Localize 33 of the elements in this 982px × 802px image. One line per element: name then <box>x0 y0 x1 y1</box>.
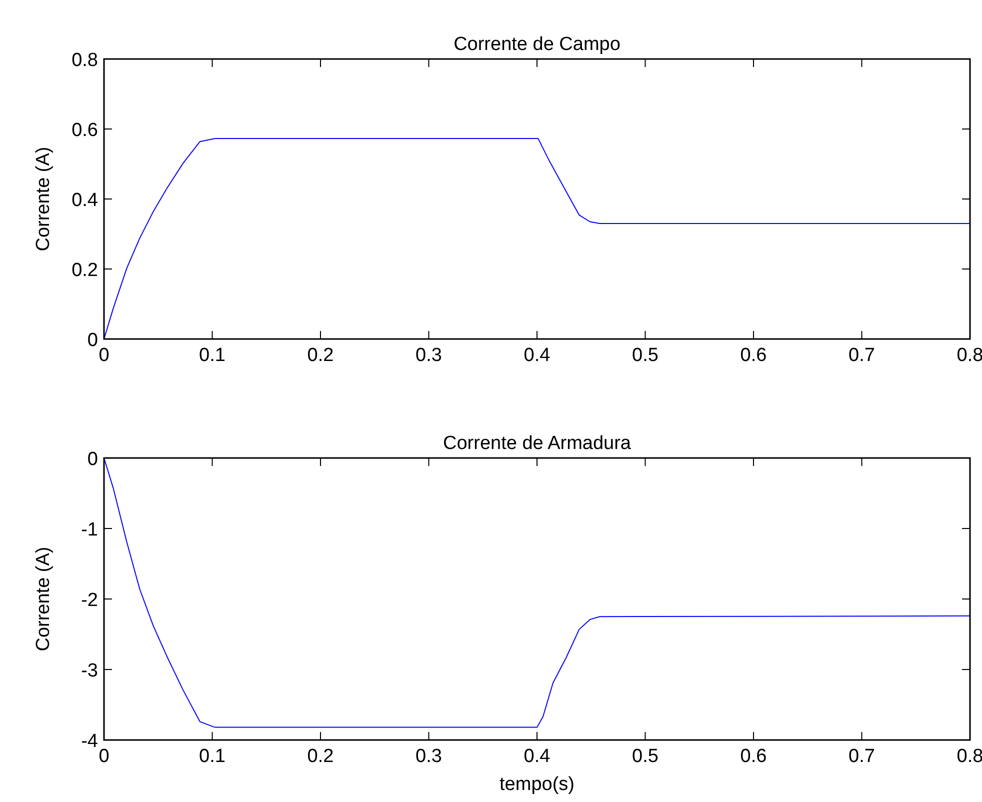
y-tick-label: 0 <box>87 330 98 351</box>
x-tick-label: 0.6 <box>740 345 767 366</box>
x-tick-label: 0.3 <box>416 345 442 366</box>
y-tick-label: -4 <box>81 731 98 752</box>
x-tick-label: 0.4 <box>524 345 551 366</box>
y-tick-label: 0.8 <box>72 50 98 71</box>
x-tick-label: 0.3 <box>416 746 442 767</box>
y-axis-title: Corrente (A) <box>33 546 54 652</box>
x-tick-label: 0.8 <box>956 345 982 366</box>
x-tick-label: 0.1 <box>199 345 226 366</box>
x-tick-label: 0.6 <box>740 746 767 767</box>
line-series <box>104 138 970 340</box>
y-tick-label: -2 <box>81 590 98 611</box>
y-tick-label: -3 <box>81 660 98 682</box>
chart-title: Corrente de Armadura <box>443 433 632 454</box>
y-tick-label: 0.2 <box>72 260 98 281</box>
line-series <box>104 458 970 728</box>
x-tick-label: 0.1 <box>199 746 226 767</box>
y-tick-label: 0 <box>87 449 98 470</box>
x-tick-label: 0.5 <box>632 345 658 366</box>
x-tick-label: 0.7 <box>848 746 875 767</box>
y-tick-label: -1 <box>81 520 98 540</box>
x-tick-label: 0.4 <box>524 746 551 767</box>
chart-title: Corrente de Campo <box>454 34 620 55</box>
y-axis-title: Corrente (A) <box>33 146 54 252</box>
x-tick-label: 0.2 <box>307 746 334 767</box>
x-axis-title: tempo(s) <box>500 774 574 795</box>
y-tick-label: 0.6 <box>72 120 98 141</box>
x-tick-label: 0.8 <box>956 746 982 767</box>
x-tick-label: 0.7 <box>848 345 875 366</box>
y-tick-label: 0.4 <box>72 190 98 211</box>
x-tick-label: 0.5 <box>632 746 658 767</box>
x-tick-label: 0.2 <box>307 345 334 366</box>
